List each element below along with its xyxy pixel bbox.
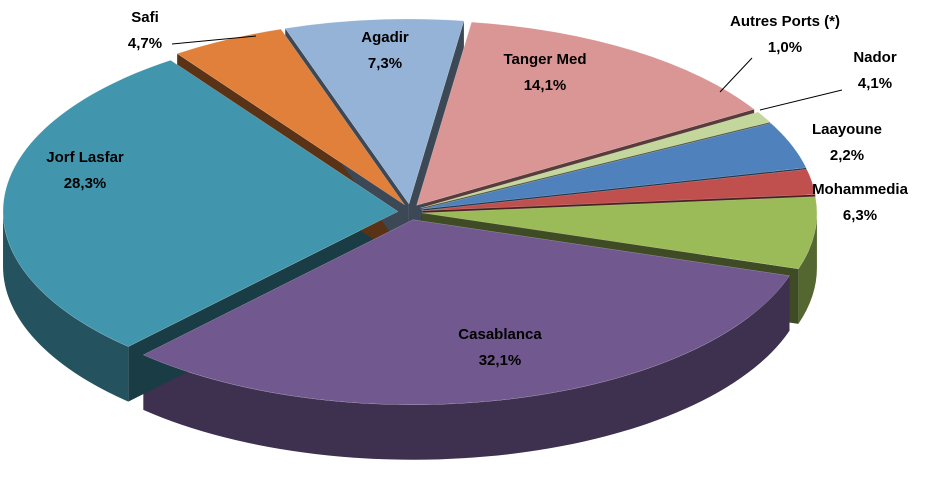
value-label: 6,3% xyxy=(843,207,877,224)
slice xyxy=(421,169,816,211)
slice xyxy=(176,28,405,206)
labels: Tanger Med 14,1% Autres Ports (*) 1,0% Nador… xyxy=(46,9,908,369)
value-label: 7,3% xyxy=(368,55,402,72)
leader-line xyxy=(171,35,257,45)
slice-label: Agadir xyxy=(361,29,409,46)
value-label: 4,1% xyxy=(858,75,892,92)
slice-label: Mohammedia xyxy=(812,181,909,198)
slice-label: Safi xyxy=(131,9,159,26)
slice xyxy=(421,196,818,270)
value-label: 14,1% xyxy=(524,77,567,94)
value-label: 28,3% xyxy=(64,175,107,192)
slice-label: Laayoune xyxy=(812,121,882,138)
slice-label: Casablanca xyxy=(458,326,542,343)
slice-label: Nador xyxy=(853,49,897,66)
leader-line xyxy=(759,89,843,111)
value-label: 4,7% xyxy=(128,35,162,52)
slice-label: Tanger Med xyxy=(503,51,586,68)
slice-label: Jorf Lasfar xyxy=(46,149,124,166)
slice xyxy=(416,21,755,206)
slice xyxy=(421,122,807,210)
slice-side xyxy=(3,211,129,402)
leader-lines xyxy=(171,35,843,111)
slice xyxy=(420,111,771,209)
value-label: 32,1% xyxy=(479,352,522,369)
pie-tops xyxy=(2,18,818,405)
slice-side xyxy=(798,212,817,324)
slice xyxy=(142,219,790,405)
slice-side xyxy=(143,275,790,460)
leader-line xyxy=(719,57,753,93)
slice xyxy=(2,59,399,347)
slice xyxy=(284,18,465,205)
value-label: 2,2% xyxy=(830,147,864,164)
value-label: 1,0% xyxy=(768,39,802,56)
slice-label: Autres Ports (*) xyxy=(730,13,840,30)
